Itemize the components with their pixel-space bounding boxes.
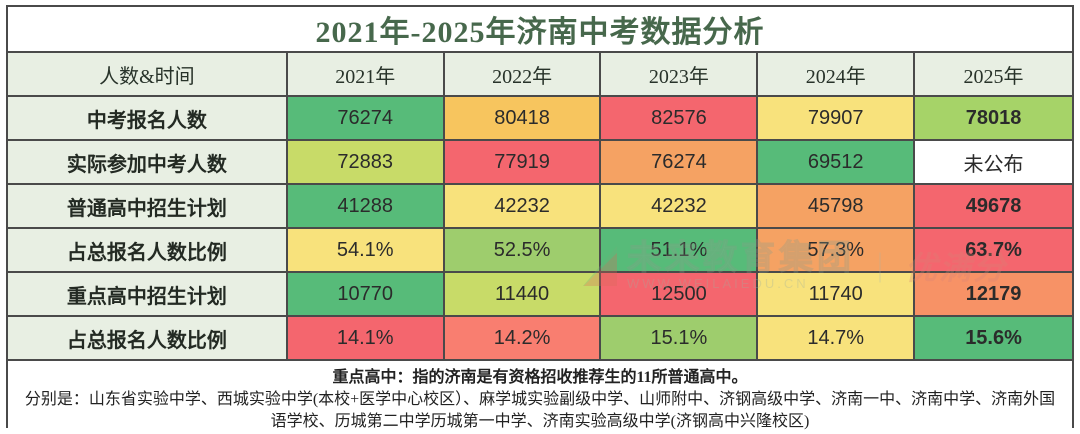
data-cell: 11740	[758, 273, 916, 315]
header-cell: 2024年	[758, 53, 916, 95]
data-cell: 57.3%	[758, 229, 916, 271]
data-cell: 82576	[601, 97, 759, 139]
row-label: 占总报名人数比例	[8, 317, 288, 359]
data-cell: 41288	[287, 185, 445, 227]
row-label: 占总报名人数比例	[8, 229, 288, 271]
title-bar: 2021年-2025年济南中考数据分析	[8, 7, 1072, 53]
data-cell: 14.7%	[758, 317, 916, 359]
footnotes: 重点高中：指的济南是有资格招收推荐生的11所普通高中。 分别是：山东省实验中学、…	[8, 361, 1072, 434]
data-cell: 12179	[915, 273, 1072, 315]
data-cell: 12500	[601, 273, 759, 315]
header-cell: 2021年	[287, 53, 445, 95]
header-cell: 2022年	[444, 53, 602, 95]
data-cell: 80418	[444, 97, 602, 139]
footnote-school-list: 分别是：山东省实验中学、西城实验中学(本校+医学中心校区）、麻学城实验副级中学、…	[24, 391, 1056, 430]
data-table: 人数&时间 2021年 2022年 2023年 2024年 2025年 中考报名人数 7627…	[8, 53, 1072, 361]
data-cell: 42232	[601, 185, 759, 227]
data-cell: 14.2%	[444, 317, 602, 359]
header-row: 人数&时间 2021年 2022年 2023年 2024年 2025年	[8, 53, 1072, 97]
data-cell: 15.6%	[915, 317, 1072, 359]
data-cell: 52.5%	[444, 229, 602, 271]
table-row: 中考报名人数 76274 80418 82576 79907 78018	[8, 97, 1072, 141]
table-row: 普通高中招生计划 41288 42232 42232 45798 49678	[8, 185, 1072, 229]
data-cell: 77919	[444, 141, 602, 183]
table-frame: 2021年-2025年济南中考数据分析 人数&时间 2021年 2022年 2023年…	[6, 5, 1074, 434]
header-cell: 人数&时间	[8, 53, 288, 95]
data-cell: 10770	[287, 273, 445, 315]
header-cell: 2025年	[915, 53, 1072, 95]
data-cell: 72883	[287, 141, 445, 183]
header-cell: 2023年	[601, 53, 759, 95]
data-cell: 11440	[444, 273, 602, 315]
data-cell: 54.1%	[287, 229, 445, 271]
data-cell: 79907	[758, 97, 916, 139]
data-cell: 45798	[758, 185, 916, 227]
data-cell: 15.1%	[601, 317, 759, 359]
data-cell: 76274	[601, 141, 759, 183]
row-label: 中考报名人数	[8, 97, 288, 139]
row-label: 重点高中招生计划	[8, 273, 288, 315]
table-row: 占总报名人数比例 54.1% 52.5% 51.1% 57.3% 63.7%	[8, 229, 1072, 273]
page-title: 2021年-2025年济南中考数据分析	[315, 16, 765, 49]
data-cell: 未公布	[915, 141, 1072, 183]
footnote-definition: 重点高中：指的济南是有资格招收推荐生的11所普通高中。	[332, 369, 748, 386]
data-cell: 42232	[444, 185, 602, 227]
data-cell: 49678	[915, 185, 1072, 227]
data-cell: 78018	[915, 97, 1072, 139]
row-label: 普通高中招生计划	[8, 185, 288, 227]
data-cell: 63.7%	[915, 229, 1072, 271]
data-cell: 76274	[287, 97, 445, 139]
table-row: 重点高中招生计划 10770 11440 12500 11740 12179	[8, 273, 1072, 317]
table-row: 实际参加中考人数 72883 77919 76274 69512 未公布	[8, 141, 1072, 185]
data-cell: 14.1%	[287, 317, 445, 359]
table-row: 占总报名人数比例 14.1% 14.2% 15.1% 14.7% 15.6%	[8, 317, 1072, 361]
data-cell: 51.1%	[601, 229, 759, 271]
data-cell: 69512	[758, 141, 916, 183]
row-label: 实际参加中考人数	[8, 141, 288, 183]
